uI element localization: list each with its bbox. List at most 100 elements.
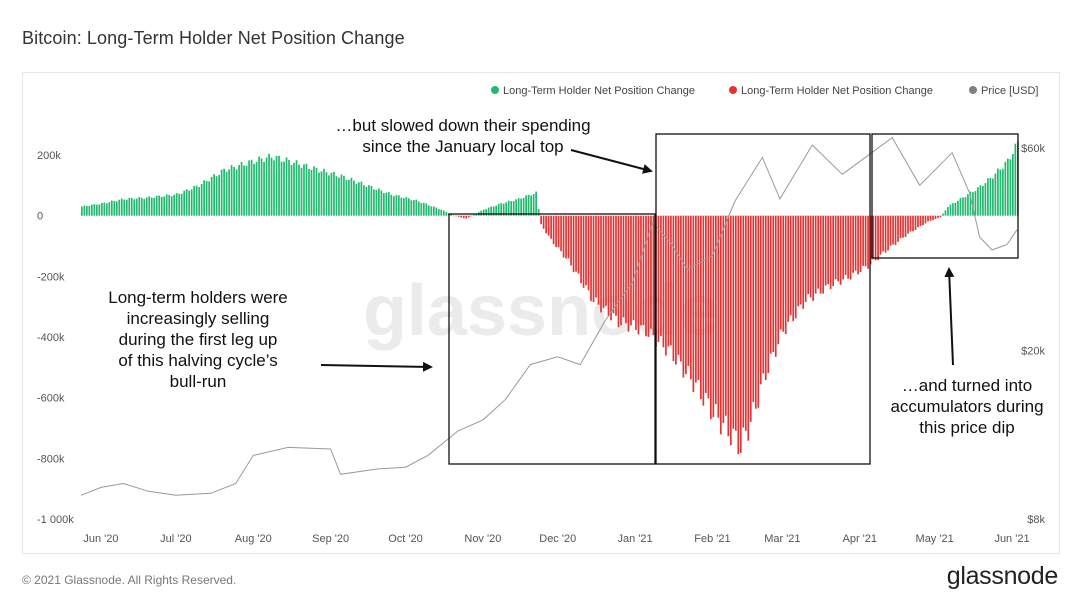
net-position-bar [879,215,882,255]
net-position-bar [83,205,86,216]
net-position-bar [605,215,607,306]
net-position-bar [193,185,196,216]
net-position-bar [665,215,667,356]
net-position-bar [195,185,198,216]
net-position-bar [712,215,715,418]
net-position-bar [100,202,103,216]
net-position-bar [997,168,999,216]
net-position-bar [872,215,874,260]
net-position-bar [982,185,984,216]
net-position-bar [734,215,737,431]
net-position-bar [994,173,997,216]
net-position-bar [235,169,238,216]
net-position-bar [989,177,992,216]
net-position-bar [400,197,403,216]
net-position-bar [792,215,795,322]
net-position-bar [268,153,270,216]
net-position-bar [680,215,682,362]
net-position-bar [927,215,929,222]
annotation-arrow [944,267,955,366]
page-title: Bitcoin: Long-Term Holder Net Position C… [22,28,405,48]
net-position-bar [675,215,677,365]
net-position-bar [512,201,515,216]
net-position-bar [517,198,520,216]
net-position-bar [585,215,587,286]
net-position-bar [183,190,186,216]
net-position-bar [98,204,101,216]
net-position-bar [435,207,438,216]
net-position-bar [240,162,243,216]
net-position-bar [724,215,727,416]
net-position-bar [637,215,640,335]
net-position-bar [420,203,423,216]
net-position-bar [225,171,228,216]
net-position-bar [774,215,777,357]
net-position-bar [912,215,914,232]
net-position-bar [834,215,837,280]
legend-label: Long-Term Holder Net Position Change [503,85,695,97]
net-position-bar [145,197,148,216]
net-position-bar [582,215,585,288]
y-left-tick-label: 200k [37,150,61,162]
net-position-bar [744,215,747,431]
net-position-bar [255,161,258,216]
net-position-bar [754,215,757,409]
net-position-bar [784,215,787,335]
net-position-bar [952,203,954,216]
net-position-bar [899,215,902,239]
net-position-bar [934,215,937,219]
net-position-bar [230,165,233,216]
net-position-bar [175,193,178,216]
net-position-bar [248,160,250,216]
net-position-bar [330,172,333,216]
net-position-bar [258,156,260,216]
net-position-bar [385,192,388,216]
net-position-bar [777,215,780,345]
net-position-bar [370,185,373,216]
net-position-bar [228,169,230,216]
net-position-bar [889,215,892,246]
net-position-bar [837,215,839,282]
net-position-bar [917,215,919,228]
net-position-bar [525,195,527,216]
net-position-bar [887,215,889,251]
net-position-bar [275,155,278,216]
net-position-bar [288,159,290,216]
net-position-bar [215,176,218,216]
net-position-bar [697,215,700,380]
net-position-bar [280,161,283,216]
net-position-bar [897,215,899,242]
net-position-bar [535,191,537,216]
net-position-bar [782,215,785,332]
net-position-bar [597,215,600,305]
net-position-bar [829,215,832,289]
net-position-bar [632,215,635,321]
net-position-bar [440,209,443,216]
net-position-bar [560,215,562,252]
net-position-bar [497,203,500,216]
net-position-bar [630,215,632,326]
net-position-bar [123,199,126,216]
net-position-bar [393,196,395,216]
net-position-bar [492,206,495,216]
net-position-bar [767,215,770,373]
net-position-bar [218,175,220,216]
x-tick-label: Nov '20 [464,533,501,545]
net-position-bar [125,199,128,216]
net-position-bar [749,215,752,422]
net-position-bar [682,215,685,378]
net-position-bar [922,215,924,226]
net-position-bar [570,215,572,266]
net-position-bar [395,195,398,216]
net-position-bar [148,196,151,216]
net-position-bar [695,215,697,383]
net-position-bar [295,160,298,216]
x-tick-label: Oct '20 [388,533,423,545]
price-series [80,136,1018,496]
highlight-boxes [448,133,1019,465]
x-tick-label: Jan '21 [618,533,653,545]
net-position-bar [113,201,116,216]
net-position-bar [375,189,378,216]
net-position-bar [667,215,670,347]
annotation-line: accumulators during [890,397,1043,416]
